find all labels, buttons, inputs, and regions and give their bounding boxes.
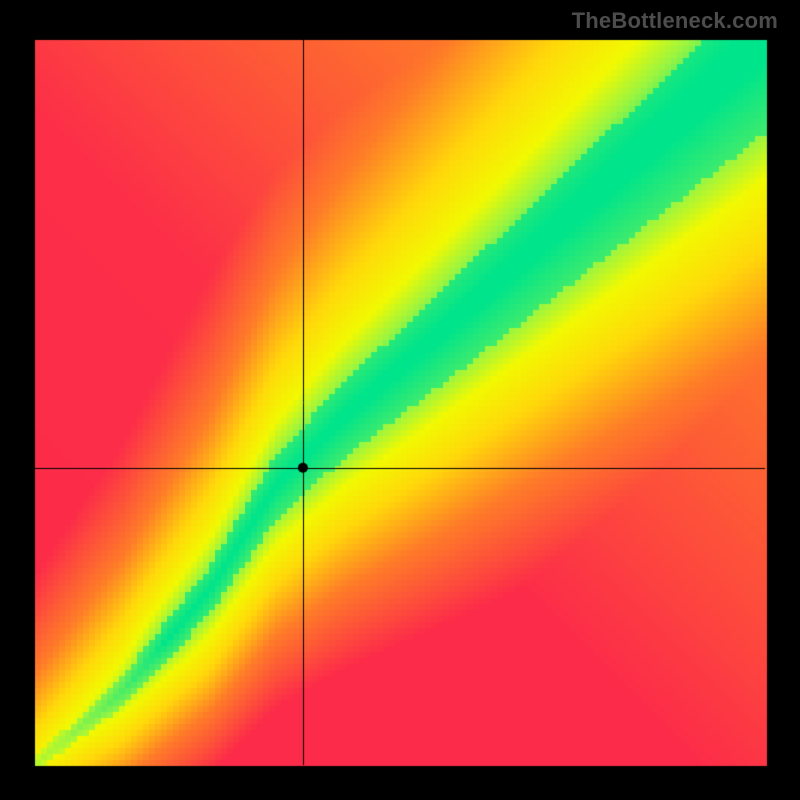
bottleneck-heatmap: [0, 0, 800, 800]
watermark-text: TheBottleneck.com: [572, 8, 778, 34]
